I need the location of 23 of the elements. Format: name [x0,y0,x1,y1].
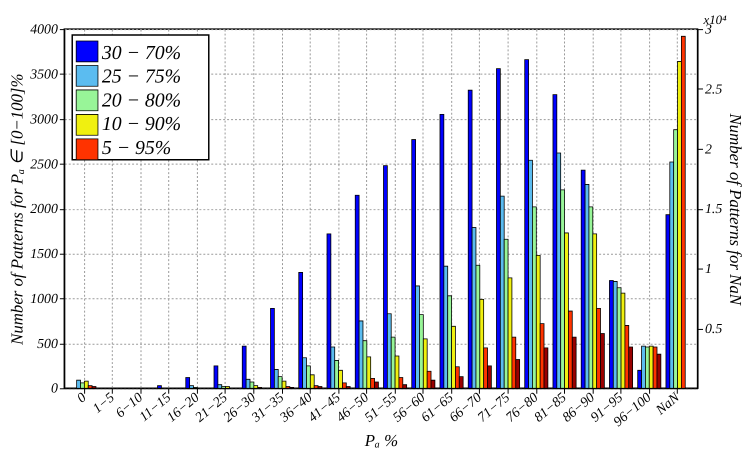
y2-tick-label: 2 [705,141,712,156]
y2-tick-label: 1.5 [705,201,722,216]
y-tick-label: 1500 [30,246,58,262]
x-tick-label: 1−5 [90,390,118,416]
legend-label: 20 − 80% [102,89,182,112]
legend-label: 5 − 95% [102,136,172,159]
y2-tick-label: 0.5 [705,320,722,336]
y2-tick-label: 1 [705,261,712,276]
legend-label: 25 − 75% [102,66,182,88]
x-axis-title: Pₐ % [364,431,398,450]
y-axis-title: Number of Patterns for Pₐ ∈ [0−100]% [7,74,26,346]
legend-label: 30 − 70% [100,42,182,64]
y-tick-label: 3500 [29,66,58,82]
legend-label: 10 − 90% [102,113,182,136]
y-tick-label: 4000 [30,22,58,37]
y2-axis-title: Number of Patterns for NaN [726,112,746,306]
y2-tick-label: 2.5 [705,81,722,96]
y-tick-label: 500 [37,336,58,351]
x-tick-label: 0 [74,390,89,406]
y-tick-label: 1000 [30,290,58,306]
y-tick-label: 2500 [30,156,58,172]
y-tick-label: 2000 [30,201,58,216]
y-tick-label: 3000 [29,111,58,126]
